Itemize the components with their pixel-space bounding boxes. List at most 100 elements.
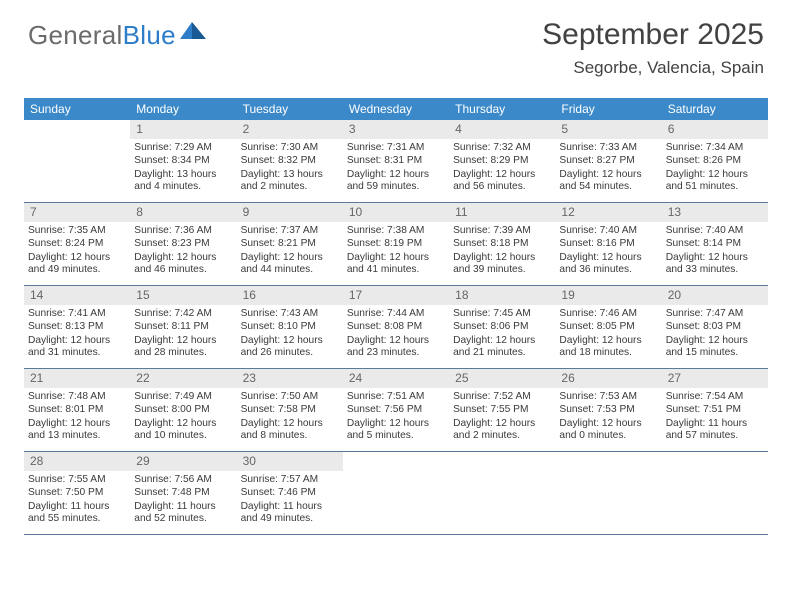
daylight-text: Daylight: 12 hours and 23 minutes. xyxy=(347,335,445,361)
daylight-text: Daylight: 12 hours and 8 minutes. xyxy=(241,418,339,444)
calendar-body: 1Sunrise: 7:29 AMSunset: 8:34 PMDaylight… xyxy=(24,120,768,535)
calendar-cell: 1Sunrise: 7:29 AMSunset: 8:34 PMDaylight… xyxy=(130,120,236,202)
sunset-text: Sunset: 8:13 PM xyxy=(28,321,126,334)
daylight-text: Daylight: 12 hours and 41 minutes. xyxy=(347,252,445,278)
calendar-cell: 5Sunrise: 7:33 AMSunset: 8:27 PMDaylight… xyxy=(555,120,661,202)
calendar-cell: 17Sunrise: 7:44 AMSunset: 8:08 PMDayligh… xyxy=(343,286,449,368)
calendar-cell: 19Sunrise: 7:46 AMSunset: 8:05 PMDayligh… xyxy=(555,286,661,368)
sunset-text: Sunset: 8:01 PM xyxy=(28,404,126,417)
calendar-week: 7Sunrise: 7:35 AMSunset: 8:24 PMDaylight… xyxy=(24,203,768,286)
sunset-text: Sunset: 8:23 PM xyxy=(134,238,232,251)
sunset-text: Sunset: 8:10 PM xyxy=(241,321,339,334)
day-number: 2 xyxy=(237,120,343,139)
daylight-text: Daylight: 12 hours and 18 minutes. xyxy=(559,335,657,361)
daylight-text: Daylight: 11 hours and 57 minutes. xyxy=(666,418,764,444)
calendar-cell: 23Sunrise: 7:50 AMSunset: 7:58 PMDayligh… xyxy=(237,369,343,451)
sunrise-text: Sunrise: 7:36 AM xyxy=(134,225,232,238)
calendar-week: 1Sunrise: 7:29 AMSunset: 8:34 PMDaylight… xyxy=(24,120,768,203)
sunset-text: Sunset: 8:31 PM xyxy=(347,155,445,168)
location-subtitle: Segorbe, Valencia, Spain xyxy=(542,58,764,78)
sunset-text: Sunset: 7:48 PM xyxy=(134,487,232,500)
calendar-cell xyxy=(662,452,768,534)
sunrise-text: Sunrise: 7:49 AM xyxy=(134,391,232,404)
sunset-text: Sunset: 8:19 PM xyxy=(347,238,445,251)
calendar-cell xyxy=(24,120,130,202)
daylight-text: Daylight: 12 hours and 15 minutes. xyxy=(666,335,764,361)
title-block: September 2025 Segorbe, Valencia, Spain xyxy=(542,18,764,78)
day-number: 7 xyxy=(24,203,130,222)
calendar-cell: 30Sunrise: 7:57 AMSunset: 7:46 PMDayligh… xyxy=(237,452,343,534)
sunset-text: Sunset: 8:24 PM xyxy=(28,238,126,251)
daylight-text: Daylight: 12 hours and 21 minutes. xyxy=(453,335,551,361)
daylight-text: Daylight: 12 hours and 49 minutes. xyxy=(28,252,126,278)
day-number: 21 xyxy=(24,369,130,388)
sunset-text: Sunset: 8:06 PM xyxy=(453,321,551,334)
day-number: 5 xyxy=(555,120,661,139)
sunrise-text: Sunrise: 7:45 AM xyxy=(453,308,551,321)
sunrise-text: Sunrise: 7:38 AM xyxy=(347,225,445,238)
calendar-cell: 10 Sunrise: 7:38 AMSunset: 8:19 PMDayligh… xyxy=(343,203,449,285)
daylight-text: Daylight: 12 hours and 0 minutes. xyxy=(559,418,657,444)
daylight-text: Daylight: 12 hours and 33 minutes. xyxy=(666,252,764,278)
calendar-cell: 21Sunrise: 7:48 AMSunset: 8:01 PMDayligh… xyxy=(24,369,130,451)
day-number: 24 xyxy=(343,369,449,388)
calendar-cell: 11Sunrise: 7:39 AMSunset: 8:18 PMDayligh… xyxy=(449,203,555,285)
sunset-text: Sunset: 8:05 PM xyxy=(559,321,657,334)
daylight-text: Daylight: 11 hours and 49 minutes. xyxy=(241,501,339,527)
day-number: 19 xyxy=(555,286,661,305)
day-number: 16 xyxy=(237,286,343,305)
calendar-cell: 13Sunrise: 7:40 AMSunset: 8:14 PMDayligh… xyxy=(662,203,768,285)
day-number: 6 xyxy=(662,120,768,139)
logo-part1: General xyxy=(28,20,123,50)
day-number: 30 xyxy=(237,452,343,471)
calendar-cell: 3Sunrise: 7:31 AMSunset: 8:31 PMDaylight… xyxy=(343,120,449,202)
day-number: 27 xyxy=(662,369,768,388)
sunset-text: Sunset: 8:00 PM xyxy=(134,404,232,417)
page-title: September 2025 xyxy=(542,18,764,52)
calendar-cell: 7 Sunrise: 7:35 AMSunset: 8:24 PMDaylight… xyxy=(24,203,130,285)
sunrise-text: Sunrise: 7:40 AM xyxy=(666,225,764,238)
sunset-text: Sunset: 7:50 PM xyxy=(28,487,126,500)
day-number: 15 xyxy=(130,286,236,305)
daylight-text: Daylight: 12 hours and 10 minutes. xyxy=(134,418,232,444)
day-number: 10 xyxy=(343,203,449,222)
calendar-cell: 16Sunrise: 7:43 AMSunset: 8:10 PMDayligh… xyxy=(237,286,343,368)
sunset-text: Sunset: 7:46 PM xyxy=(241,487,339,500)
logo-part2: Blue xyxy=(123,20,176,50)
sunrise-text: Sunrise: 7:31 AM xyxy=(347,142,445,155)
sunrise-text: Sunrise: 7:35 AM xyxy=(28,225,126,238)
day-number: 9 xyxy=(237,203,343,222)
calendar: SundayMondayTuesdayWednesdayThursdayFrid… xyxy=(24,98,768,535)
day-header: Friday xyxy=(555,98,661,120)
daylight-text: Daylight: 11 hours and 52 minutes. xyxy=(134,501,232,527)
day-number: 11 xyxy=(449,203,555,222)
calendar-cell: 6Sunrise: 7:34 AMSunset: 8:26 PMDaylight… xyxy=(662,120,768,202)
calendar-cell: 24Sunrise: 7:51 AMSunset: 7:56 PMDayligh… xyxy=(343,369,449,451)
sunset-text: Sunset: 8:08 PM xyxy=(347,321,445,334)
calendar-cell: 18Sunrise: 7:45 AMSunset: 8:06 PMDayligh… xyxy=(449,286,555,368)
day-header-row: SundayMondayTuesdayWednesdayThursdayFrid… xyxy=(24,98,768,120)
sunset-text: Sunset: 8:11 PM xyxy=(134,321,232,334)
daylight-text: Daylight: 11 hours and 55 minutes. xyxy=(28,501,126,527)
sunset-text: Sunset: 8:18 PM xyxy=(453,238,551,251)
day-number: 26 xyxy=(555,369,661,388)
calendar-week: 28Sunrise: 7:55 AMSunset: 7:50 PMDayligh… xyxy=(24,452,768,535)
daylight-text: Daylight: 12 hours and 54 minutes. xyxy=(559,169,657,195)
day-number: 20 xyxy=(662,286,768,305)
day-number: 14 xyxy=(24,286,130,305)
sunset-text: Sunset: 8:29 PM xyxy=(453,155,551,168)
sunrise-text: Sunrise: 7:48 AM xyxy=(28,391,126,404)
calendar-cell xyxy=(343,452,449,534)
day-number: 8 xyxy=(130,203,236,222)
day-header: Tuesday xyxy=(237,98,343,120)
sunrise-text: Sunrise: 7:43 AM xyxy=(241,308,339,321)
sunset-text: Sunset: 8:21 PM xyxy=(241,238,339,251)
daylight-text: Daylight: 12 hours and 5 minutes. xyxy=(347,418,445,444)
day-number: 23 xyxy=(237,369,343,388)
sunrise-text: Sunrise: 7:50 AM xyxy=(241,391,339,404)
sunrise-text: Sunrise: 7:47 AM xyxy=(666,308,764,321)
day-header: Monday xyxy=(130,98,236,120)
calendar-cell: 12Sunrise: 7:40 AMSunset: 8:16 PMDayligh… xyxy=(555,203,661,285)
day-number: 28 xyxy=(24,452,130,471)
sunrise-text: Sunrise: 7:33 AM xyxy=(559,142,657,155)
